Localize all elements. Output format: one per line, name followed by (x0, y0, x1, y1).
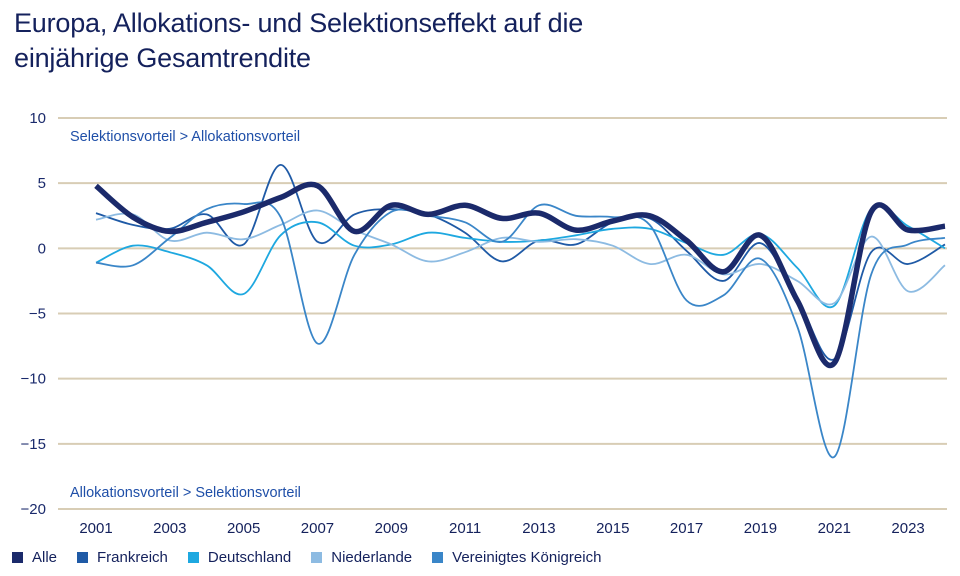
legend-item-vereinigtes-koenigreich: Vereinigtes Königreich (432, 549, 601, 566)
series-lines (94, 163, 946, 458)
x-tick-label: 2007 (301, 520, 334, 537)
series-line-frankreich (95, 163, 946, 361)
x-tick-label: 2023 (891, 520, 924, 537)
gridlines (58, 117, 947, 510)
x-axis-ticks: 2001 2003 2005 2007 2009 2011 2013 2015 2017 2019… (79, 520, 924, 537)
legend-label: Niederlande (331, 549, 413, 566)
legend-label: Deutschland (207, 549, 292, 566)
legend-swatch (311, 552, 323, 563)
y-tick-label: −5 (29, 306, 46, 323)
x-tick-label: 2005 (227, 520, 260, 537)
y-tick-label: −20 (21, 501, 46, 518)
legend-item-frankreich: Frankreich (77, 549, 168, 566)
x-tick-label: 2009 (375, 520, 408, 537)
x-tick-label: 2001 (79, 520, 112, 537)
series-line-deutschland (95, 204, 946, 309)
legend-label: Frankreich (97, 549, 168, 566)
x-tick-label: 2003 (153, 520, 186, 537)
series-line-niederlande (95, 209, 946, 306)
annotation-top: Selektionsvorteil > Allokationsvorteil (70, 129, 300, 145)
x-tick-label: 2017 (670, 520, 703, 537)
series-line-alle (94, 181, 946, 369)
chart-title: Europa, Allokations- und Selektionseffek… (14, 6, 583, 76)
legend-item-alle: Alle (12, 549, 57, 566)
legend-swatch (187, 552, 199, 563)
chart-title-line-1: Europa, Allokations- und Selektionseffek… (14, 8, 584, 38)
legend-swatch (77, 552, 89, 563)
x-tick-label: 2015 (596, 520, 629, 537)
legend-swatch (432, 552, 444, 563)
y-axis-ticks: 10 5 0 −5 −10 −15 −20 (21, 110, 46, 518)
legend-swatch (12, 552, 23, 563)
legend-item-deutschland: Deutschland (187, 549, 292, 566)
x-tick-label: 2021 (818, 520, 851, 537)
x-tick-label: 2019 (744, 520, 777, 537)
legend: Alle Frankreich Deutschland Niederlande Vere… (12, 549, 621, 566)
legend-item-niederlande: Niederlande (311, 549, 412, 566)
y-tick-label: −10 (21, 371, 46, 388)
annotation-bottom: Allokationsvorteil > Selektionsvorteil (70, 485, 301, 501)
series-line-vereinigtes-koenigreich (95, 201, 946, 458)
y-tick-label: 5 (38, 175, 46, 192)
legend-label: Alle (32, 549, 58, 566)
y-tick-label: 10 (29, 110, 46, 127)
chart-title-line-2: einjährige Gesamtrendite (14, 43, 311, 73)
x-tick-label: 2011 (449, 520, 481, 537)
y-tick-label: 0 (38, 240, 46, 257)
x-tick-label: 2013 (522, 520, 555, 537)
y-tick-label: −15 (21, 436, 46, 453)
legend-label: Vereinigtes Königreich (452, 549, 602, 566)
